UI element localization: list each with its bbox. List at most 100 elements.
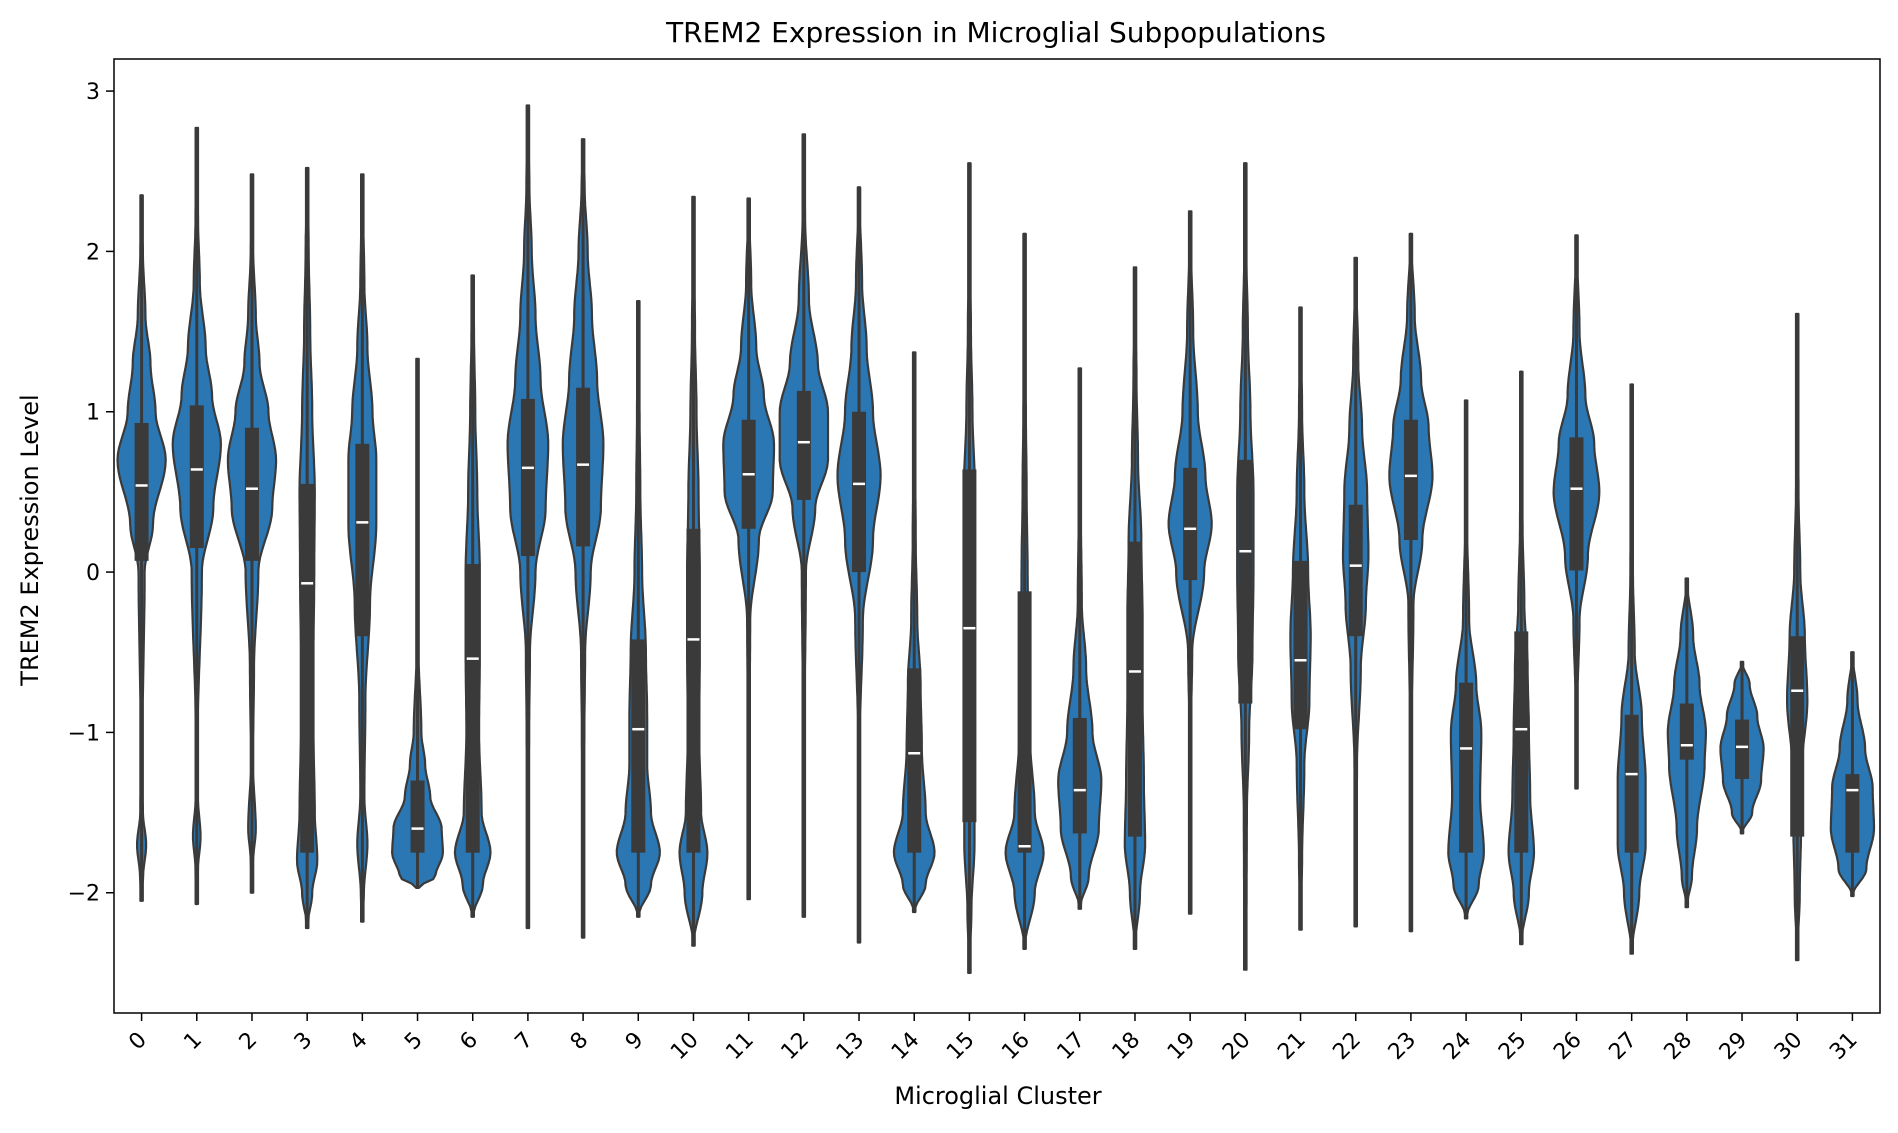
- y-axis-label: TREM2 Expression Level: [16, 394, 44, 686]
- y-tick-label: −2: [68, 882, 100, 907]
- x-tick-label: 4: [345, 1028, 373, 1056]
- plot-frame: [113, 58, 1881, 1014]
- violin-cluster-29: [1719, 660, 1765, 835]
- y-tick-label: 2: [86, 240, 100, 265]
- y-tick-label: −1: [68, 721, 100, 746]
- x-tick-label: 0: [124, 1028, 152, 1056]
- violin-iqr-box: [355, 443, 370, 637]
- violin-cluster-28: [1666, 577, 1707, 909]
- violin-cluster-25: [1507, 370, 1536, 946]
- violin-iqr-box: [300, 483, 315, 853]
- violin-cluster-15: [962, 162, 977, 975]
- x-axis-label: Microglial Cluster: [894, 1082, 1101, 1110]
- violin-cluster-1: [171, 126, 222, 906]
- x-tick-label: 21: [1273, 1028, 1310, 1065]
- x-tick-label: 6: [455, 1028, 483, 1056]
- violin-cluster-7: [506, 104, 550, 930]
- violin-cluster-18: [1123, 266, 1147, 950]
- violin-iqr-box: [852, 411, 867, 573]
- violin-iqr-box: [576, 387, 591, 547]
- x-tick-label: 31: [1825, 1028, 1862, 1065]
- violin-iqr-box: [796, 390, 811, 500]
- violin-iqr-box: [907, 668, 922, 853]
- x-tick-label: 10: [666, 1028, 703, 1065]
- violin-iqr-box: [1514, 631, 1529, 853]
- violin-cluster-14: [892, 351, 936, 914]
- violin-iqr-box: [1735, 719, 1750, 779]
- violin-iqr-box: [1183, 467, 1198, 581]
- violin-iqr-box: [686, 528, 701, 853]
- violin-cluster-4: [347, 173, 378, 923]
- violin-iqr-box: [1459, 682, 1474, 853]
- violin-cluster-16: [1004, 232, 1045, 950]
- x-tick-label: 19: [1163, 1028, 1200, 1065]
- violin-iqr-box: [1679, 703, 1694, 760]
- x-tick-label: 3: [290, 1028, 318, 1056]
- x-tick-label: 5: [400, 1028, 428, 1056]
- violin-cluster-12: [778, 133, 830, 918]
- x-tick-label: 11: [721, 1028, 758, 1065]
- x-tick-label: 28: [1660, 1028, 1697, 1065]
- x-tick-label: 9: [621, 1028, 649, 1056]
- violin-cluster-21: [1289, 306, 1312, 931]
- y-tick-label: 3: [86, 80, 100, 105]
- y-tick-label: 1: [86, 401, 100, 426]
- x-tick-label: 23: [1384, 1028, 1421, 1065]
- violin-cluster-30: [1786, 312, 1809, 962]
- x-tick-label: 26: [1549, 1028, 1586, 1065]
- x-tick-label: 13: [832, 1028, 869, 1065]
- violin-cluster-26: [1552, 234, 1601, 790]
- violin-iqr-box: [1238, 459, 1253, 704]
- violin-iqr-box: [1403, 419, 1418, 541]
- plot-area: [116, 104, 1876, 975]
- x-tick-label: 17: [1053, 1028, 1090, 1065]
- violin-cluster-20: [1236, 162, 1255, 971]
- violin-cluster-24: [1447, 399, 1485, 920]
- y-axis: 3 2 1 0 −1 −2: [68, 80, 114, 907]
- violin-cluster-5: [391, 357, 444, 890]
- violin-cluster-11: [722, 197, 776, 901]
- violin-iqr-box: [189, 405, 204, 549]
- x-tick-label: 24: [1439, 1028, 1476, 1065]
- violin-cluster-23: [1388, 232, 1434, 933]
- violin-iqr-box: [520, 398, 535, 557]
- x-tick-label: 16: [997, 1028, 1034, 1065]
- violin-cluster-13: [836, 186, 882, 944]
- x-tick-label: 15: [942, 1028, 979, 1065]
- violin-iqr-box: [1017, 591, 1032, 853]
- violin-iqr-box: [631, 639, 646, 853]
- violin-cluster-27: [1616, 383, 1647, 955]
- x-tick-label: 1: [179, 1028, 207, 1056]
- violin-cluster-17: [1057, 367, 1103, 910]
- x-tick-label: 30: [1770, 1028, 1807, 1065]
- x-tick-label: 12: [777, 1028, 814, 1065]
- violin-iqr-box: [1072, 717, 1087, 834]
- violin-iqr-box: [1790, 636, 1805, 837]
- violin-cluster-6: [453, 274, 492, 918]
- violin-iqr-box: [244, 427, 259, 561]
- violin-iqr-box: [1845, 774, 1860, 853]
- x-tick-label: 20: [1218, 1028, 1255, 1065]
- x-tick-label: 8: [566, 1028, 594, 1056]
- x-tick-label: 29: [1715, 1028, 1752, 1065]
- violin-cluster-8: [561, 138, 605, 939]
- violin-cluster-3: [295, 166, 319, 930]
- x-tick-label: 22: [1328, 1028, 1365, 1065]
- violin-cluster-2: [226, 173, 278, 894]
- violin-iqr-box: [134, 422, 149, 561]
- violin-iqr-box: [1624, 714, 1639, 853]
- violin-iqr-box: [1569, 437, 1584, 571]
- violin-iqr-box: [962, 469, 977, 823]
- violin-cluster-10: [678, 195, 709, 947]
- chart-title: TREM2 Expression in Microglial Subpopula…: [665, 16, 1326, 49]
- violin-cluster-0: [116, 194, 167, 902]
- x-tick-label: 2: [235, 1028, 263, 1056]
- violin-cluster-19: [1167, 210, 1213, 915]
- violin-iqr-box: [410, 780, 425, 853]
- violin-iqr-box: [1293, 560, 1308, 730]
- x-tick-label: 14: [887, 1028, 924, 1065]
- violin-cluster-31: [1829, 651, 1876, 898]
- x-tick-label: 7: [511, 1028, 539, 1056]
